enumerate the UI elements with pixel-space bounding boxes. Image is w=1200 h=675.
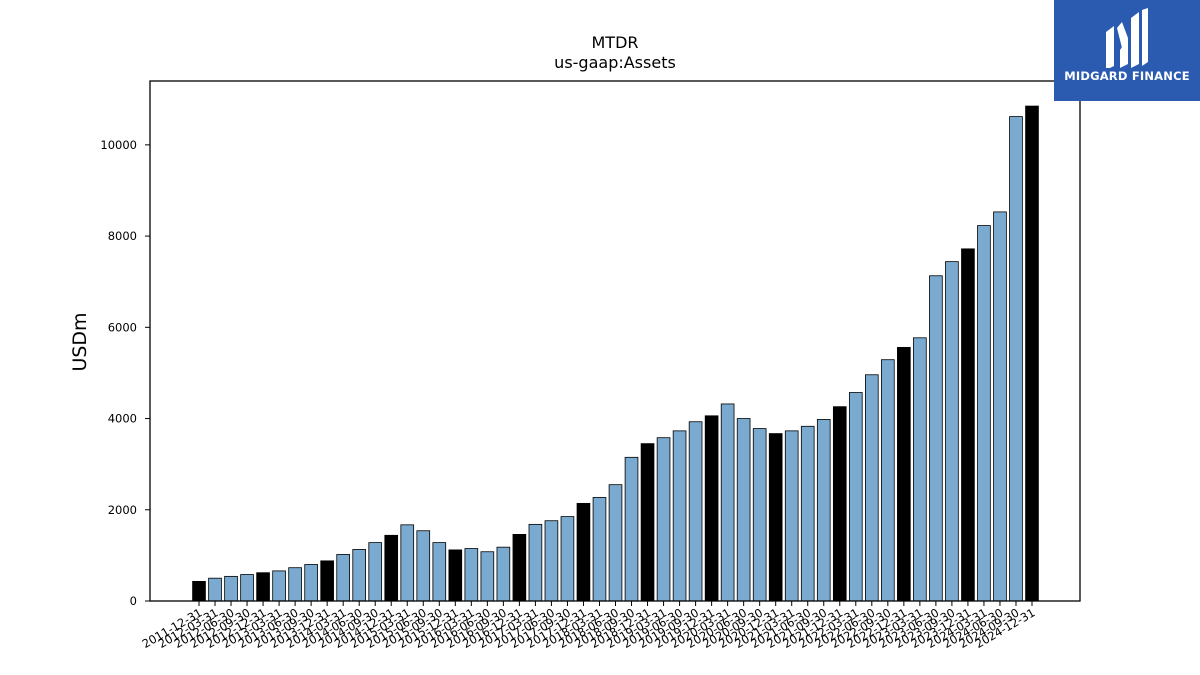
- bar-2017-03-31: [528, 523, 543, 602]
- bar-2020-03-31: [720, 403, 735, 602]
- bar-2014-12-31: [384, 534, 399, 602]
- bar-2015-03-31: [400, 524, 415, 602]
- bar-2022-12-31: [897, 346, 911, 602]
- bar-2019-06-30: [672, 430, 687, 602]
- bar-2018-12-31: [640, 443, 655, 602]
- bar-2022-06-30: [865, 374, 879, 602]
- bar-2021-03-31: [784, 430, 799, 602]
- y-axis-label: USDm: [69, 312, 91, 371]
- bar-2020-12-31: [768, 433, 783, 602]
- bar-2019-03-31: [656, 437, 671, 602]
- chart-subtitle: us-gaap:Assets: [554, 53, 676, 72]
- bar-2012-03-31: [208, 577, 222, 602]
- brand-logo-mark-icon: [1106, 8, 1148, 68]
- bar-2024-09-30: [1009, 116, 1023, 602]
- bar-2021-09-30: [816, 419, 831, 602]
- bar-2014-06-30: [352, 549, 366, 602]
- bar-2019-12-31: [704, 415, 719, 602]
- bar-2017-09-30: [560, 516, 575, 602]
- bar-2015-06-30: [416, 530, 431, 602]
- bar-2022-09-30: [881, 359, 895, 602]
- bar-2016-12-31: [512, 534, 527, 602]
- y-tick-label: 0: [130, 594, 137, 608]
- bar-2015-09-30: [432, 542, 447, 602]
- bar-2015-12-31: [448, 549, 463, 602]
- bar-2023-06-30: [929, 275, 943, 602]
- y-tick-label: 6000: [108, 320, 137, 334]
- bar-2016-09-30: [496, 546, 511, 602]
- bar-2023-03-31: [913, 337, 927, 602]
- bar-2023-09-30: [945, 261, 959, 602]
- bar-2020-09-30: [752, 428, 767, 602]
- bar-2017-06-30: [544, 520, 559, 602]
- x-axis-ticks: 2011-12-312012-03-312012-06-302012-09-30…: [140, 601, 1038, 651]
- bar-2020-06-30: [736, 418, 751, 602]
- bar-2024-12-31: [1025, 105, 1039, 602]
- y-tick-label: 2000: [108, 503, 137, 517]
- bar-2018-09-30: [624, 456, 639, 602]
- bar-2018-03-31: [592, 497, 607, 602]
- bar-2023-12-31: [961, 248, 975, 602]
- bar-2024-03-31: [977, 225, 991, 602]
- y-tick-label: 10000: [100, 138, 137, 152]
- bar-2016-03-31: [464, 548, 479, 602]
- bar-2012-12-31: [256, 572, 270, 602]
- y-tick-label: 4000: [108, 412, 137, 426]
- brand-logo: MIDGARD FINANCE: [1054, 0, 1200, 101]
- plot-frame: [149, 80, 1081, 602]
- chart-title: MTDR: [591, 33, 638, 52]
- bar-2013-06-30: [288, 567, 302, 602]
- bar-2019-09-30: [688, 421, 703, 602]
- bars-group: [192, 105, 1039, 602]
- bar-2016-06-30: [480, 551, 495, 602]
- bar-2021-12-31: [832, 406, 847, 602]
- bar-2012-06-30: [224, 575, 238, 602]
- bar-2018-06-30: [608, 484, 623, 602]
- bar-2012-09-30: [240, 574, 254, 602]
- bar-2013-03-31: [272, 570, 286, 602]
- bar-2022-03-31: [848, 392, 863, 602]
- y-tick-label: 8000: [108, 229, 137, 243]
- bar-2021-06-30: [800, 425, 815, 602]
- bar-2013-12-31: [320, 560, 334, 602]
- bar-2013-09-30: [304, 564, 318, 602]
- bar-2017-12-31: [576, 502, 591, 602]
- y-axis-ticks: 0 2000 4000 6000 8000 10000: [100, 138, 150, 608]
- bar-2014-03-31: [336, 554, 350, 602]
- bar-2024-06-30: [993, 211, 1007, 602]
- bar-2011-12-31: [192, 580, 206, 602]
- brand-name: MIDGARD FINANCE: [1064, 69, 1190, 83]
- bar-2014-09-30: [368, 542, 383, 602]
